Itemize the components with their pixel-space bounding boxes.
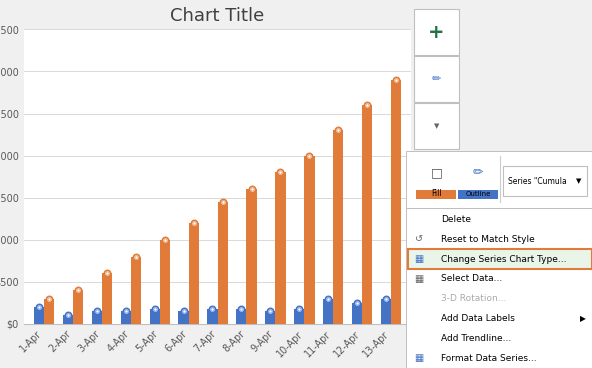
Bar bbox=[362, 105, 372, 324]
Bar bbox=[160, 240, 170, 324]
Bar bbox=[131, 256, 141, 324]
Text: ▼: ▼ bbox=[434, 123, 439, 129]
Bar bbox=[218, 202, 228, 324]
Bar bbox=[246, 189, 256, 324]
Text: ▦: ▦ bbox=[414, 353, 424, 363]
Bar bbox=[63, 315, 73, 324]
Bar bbox=[294, 309, 304, 324]
Text: Outline: Outline bbox=[466, 191, 491, 197]
Text: □: □ bbox=[431, 166, 443, 180]
Bar bbox=[150, 309, 160, 324]
Text: Change Series Chart Type...: Change Series Chart Type... bbox=[441, 255, 567, 264]
Title: Chart Title: Chart Title bbox=[170, 7, 265, 25]
Bar bbox=[179, 311, 189, 324]
Text: Add Trendline...: Add Trendline... bbox=[441, 334, 511, 343]
Text: ▦: ▦ bbox=[414, 254, 424, 264]
Text: ↺: ↺ bbox=[415, 234, 423, 244]
Bar bbox=[121, 311, 131, 324]
Text: ▦: ▦ bbox=[414, 274, 424, 284]
Text: Reset to Match Style: Reset to Match Style bbox=[441, 235, 535, 244]
Text: ✏: ✏ bbox=[473, 166, 484, 180]
Bar bbox=[92, 311, 102, 324]
Bar bbox=[189, 223, 199, 324]
Bar bbox=[236, 309, 246, 324]
Text: Add Data Labels: Add Data Labels bbox=[441, 314, 515, 323]
Text: Delete: Delete bbox=[441, 215, 471, 224]
Bar bbox=[207, 309, 218, 324]
Text: Fill: Fill bbox=[432, 190, 442, 198]
Bar bbox=[304, 156, 314, 324]
Text: +: + bbox=[429, 23, 445, 42]
Bar bbox=[275, 173, 285, 324]
Text: ▼: ▼ bbox=[576, 178, 582, 184]
Bar bbox=[391, 80, 401, 324]
Text: ✏: ✏ bbox=[432, 74, 441, 84]
Bar bbox=[323, 298, 333, 324]
Bar bbox=[102, 273, 112, 324]
Bar bbox=[381, 298, 391, 324]
Bar bbox=[44, 298, 54, 324]
Bar bbox=[34, 307, 44, 324]
Text: Select Data...: Select Data... bbox=[441, 275, 502, 283]
Text: Series "Cumula: Series "Cumula bbox=[508, 177, 567, 185]
Bar bbox=[333, 130, 343, 324]
Bar bbox=[265, 311, 275, 324]
Text: 3-D Rotation...: 3-D Rotation... bbox=[441, 294, 506, 303]
Bar bbox=[73, 290, 83, 324]
Bar bbox=[352, 303, 362, 324]
Text: ▶: ▶ bbox=[580, 314, 586, 323]
Text: Format Data Series...: Format Data Series... bbox=[441, 354, 537, 362]
